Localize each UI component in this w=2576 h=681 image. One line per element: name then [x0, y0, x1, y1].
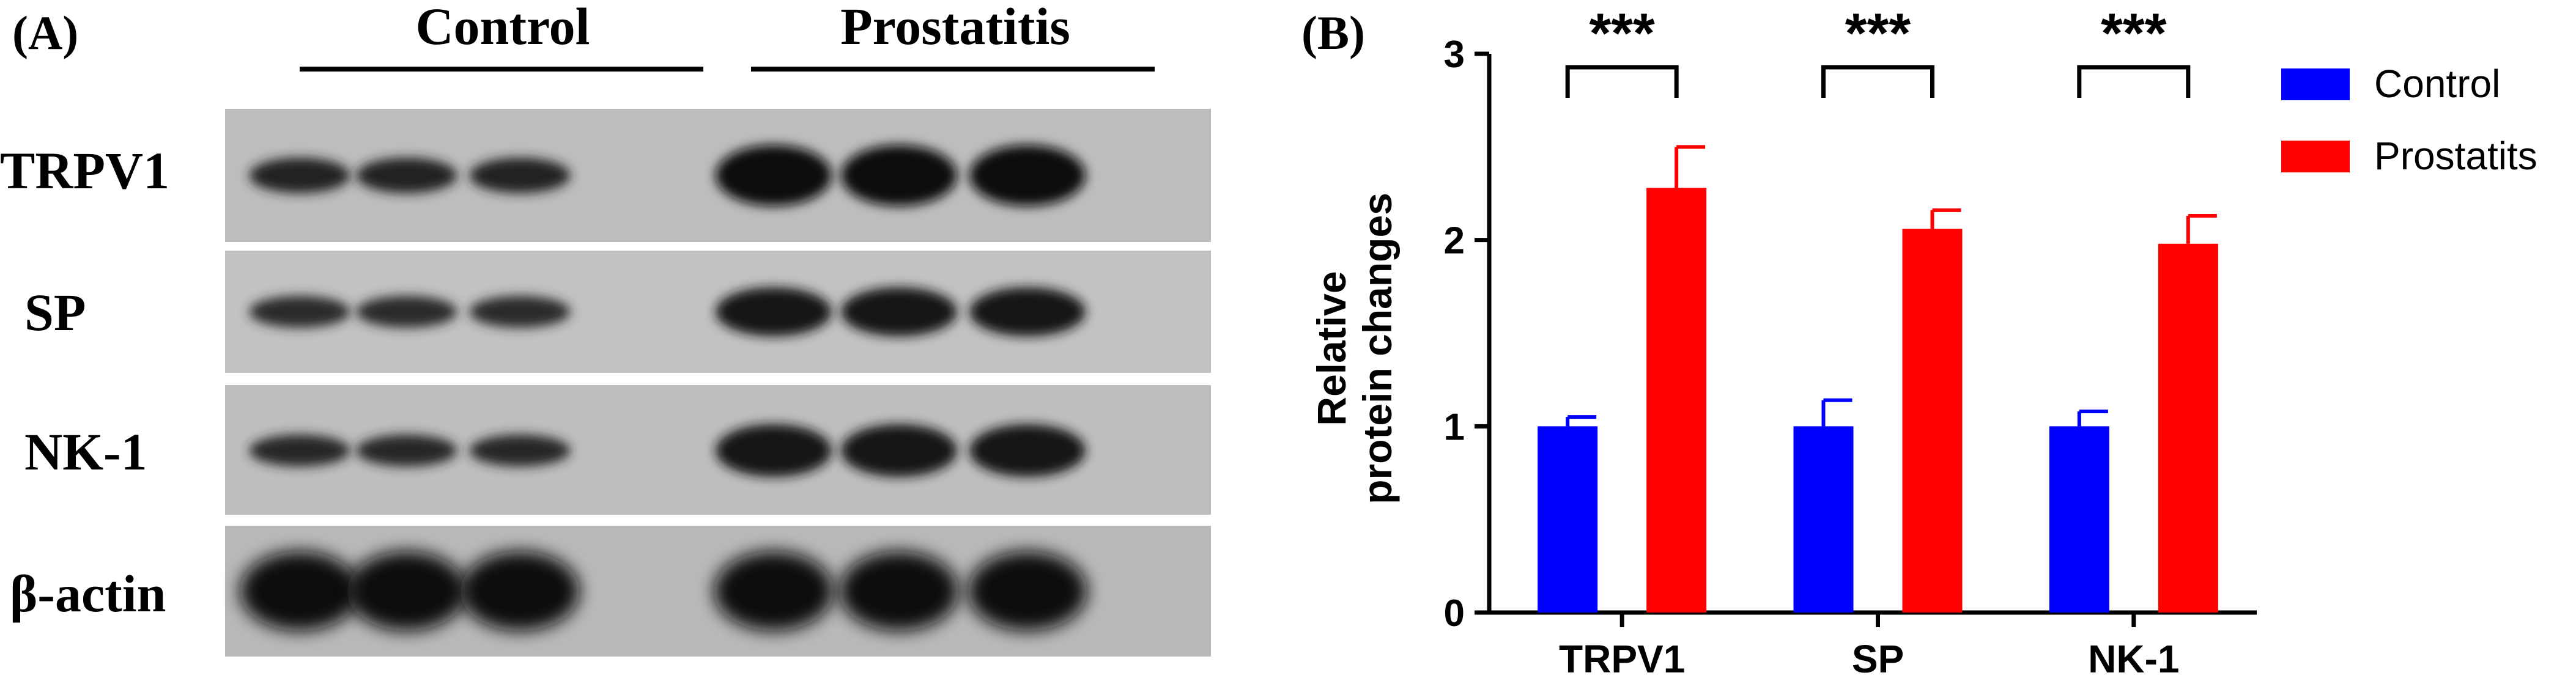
bar-prostatits-sp — [1902, 229, 1963, 613]
bar-control-nk-1 — [2049, 426, 2109, 613]
y-tick-label: 3 — [1444, 34, 1465, 76]
legend: Control Prostatits — [2281, 62, 2537, 178]
legend-label-prostatits: Prostatits — [2374, 134, 2537, 178]
band-trpv1-lane-3 — [469, 158, 571, 193]
band-beta-actin-lane-6 — [968, 551, 1087, 631]
band-nk1-lane-6 — [969, 424, 1086, 477]
band-beta-actin-lane-2 — [347, 551, 467, 631]
significance-bracket — [2077, 65, 2191, 98]
y-tick-label: 1 — [1444, 406, 1465, 448]
band-nk1-lane-2 — [356, 435, 457, 466]
band-nk1-lane-5 — [841, 424, 957, 477]
significance-stars: *** — [2101, 2, 2167, 65]
x-tick-label: TRPV1 — [1559, 637, 1685, 681]
band-trpv1-lane-6 — [969, 145, 1086, 206]
y-axis-label-line1: Relative — [1309, 271, 1354, 425]
row-label-sp: SP — [24, 283, 86, 342]
band-trpv1-lane-2 — [356, 158, 457, 193]
band-nk1-lane-3 — [469, 435, 571, 466]
legend-label-control: Control — [2374, 62, 2500, 106]
x-axis: TRPV1 SP NK-1 — [1487, 610, 2257, 681]
blot-bands — [240, 145, 1087, 631]
group-label-control: Control — [415, 0, 590, 56]
band-sp-lane-4 — [716, 287, 832, 336]
band-sp-lane-1 — [249, 296, 350, 328]
band-beta-actin-lane-1 — [240, 551, 360, 631]
x-tick-label: NK-1 — [2088, 637, 2179, 681]
panel-b-label: (B) — [1301, 6, 1365, 59]
bars — [1538, 188, 2218, 613]
band-trpv1-lane-5 — [841, 145, 957, 206]
significance-stars: *** — [1589, 2, 1655, 65]
y-tick-label: 2 — [1444, 220, 1465, 262]
band-nk1-lane-1 — [249, 435, 350, 466]
western-blot-panel: (A) Control Prostatitis TRPV1 SP NK-1 β-… — [0, 0, 1211, 657]
significance-markers: *** *** *** — [1565, 2, 2191, 98]
bar-prostatits-trpv1 — [1646, 188, 1707, 613]
bar-chart-panel: (B) Relative protein changes 0 1 2 3 TRPV1 S… — [1301, 2, 2537, 681]
band-beta-actin-lane-5 — [839, 551, 959, 631]
panel-a-label: (A) — [12, 6, 78, 59]
band-sp-lane-3 — [469, 296, 571, 328]
group-label-prostatitis: Prostatitis — [840, 0, 1070, 56]
band-beta-actin-lane-4 — [714, 551, 834, 631]
y-tick-label: 0 — [1444, 592, 1465, 635]
error-bars — [1566, 145, 2217, 427]
band-trpv1-lane-4 — [716, 145, 832, 206]
band-sp-lane-6 — [969, 287, 1086, 336]
legend-swatch-control — [2281, 68, 2350, 100]
legend-swatch-prostatits — [2281, 141, 2350, 172]
bar-control-sp — [1793, 426, 1854, 613]
y-axis: 0 1 2 3 — [1444, 34, 1492, 635]
y-axis-label-line2: protein changes — [1355, 193, 1400, 504]
band-sp-lane-5 — [841, 287, 957, 336]
bar-control-trpv1 — [1538, 426, 1598, 613]
significance-stars: *** — [1845, 2, 1911, 65]
row-label-nk1: NK-1 — [24, 422, 147, 481]
significance-bracket — [1821, 65, 1934, 98]
row-label-trpv1: TRPV1 — [0, 141, 169, 200]
row-label-beta-actin: β-actin — [10, 564, 166, 623]
band-sp-lane-2 — [356, 296, 457, 328]
significance-bracket — [1565, 65, 1679, 98]
x-tick-label: SP — [1852, 637, 1904, 681]
bar-prostatits-nk-1 — [2158, 243, 2218, 613]
band-trpv1-lane-1 — [249, 158, 350, 193]
band-nk1-lane-4 — [716, 424, 832, 477]
band-beta-actin-lane-3 — [460, 551, 580, 631]
